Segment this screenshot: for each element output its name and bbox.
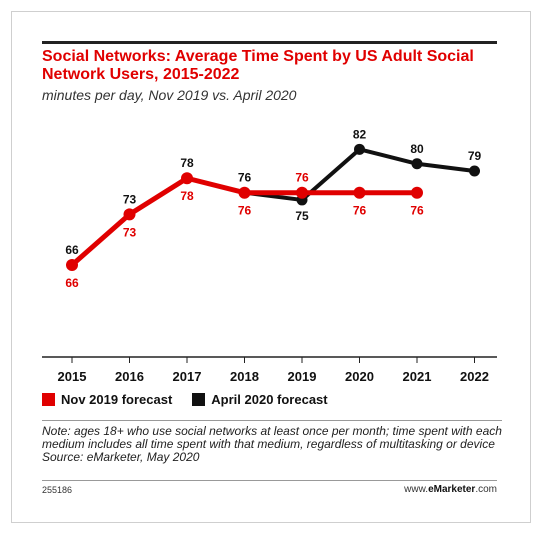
data-label-april-2020: 66 [65, 243, 79, 257]
data-point-nov-2019 [411, 186, 423, 199]
chart-title: Social Networks: Average Time Spent by U… [42, 48, 474, 83]
data-point-nov-2019 [238, 186, 251, 199]
data-point-april-2020 [411, 158, 423, 170]
data-label-april-2020: 82 [353, 127, 367, 141]
data-point-nov-2019 [66, 259, 78, 271]
data-label-nov-2019: 78 [180, 189, 194, 203]
x-tick-label: 2020 [345, 369, 374, 384]
legend-swatch-black [192, 393, 206, 406]
x-tick-label: 2016 [115, 369, 144, 384]
data-label-nov-2019: 76 [353, 204, 367, 218]
data-point-april-2020 [469, 165, 480, 177]
data-label-april-2020: 76 [238, 171, 252, 185]
legend-item-nov-2019: Nov 2019 forecast [42, 392, 172, 407]
chart-frame [11, 11, 531, 523]
data-label-april-2020: 78 [180, 156, 194, 170]
brand-suffix: .com [475, 484, 497, 495]
data-point-nov-2019 [353, 186, 366, 199]
top-rule [42, 41, 497, 44]
x-tick-label: 2019 [288, 369, 317, 384]
data-label-nov-2019: 73 [123, 225, 137, 239]
data-label-nov-2019: 76 [238, 204, 252, 218]
source-text: Source: eMarketer, May 2020 [42, 450, 200, 464]
x-tick-label: 2017 [173, 369, 202, 384]
brand-prefix: www. [404, 484, 429, 495]
chart-note: Note: ages 18+ who use social networks a… [42, 420, 502, 464]
data-label-april-2020: 79 [468, 149, 482, 163]
data-point-nov-2019 [296, 186, 308, 199]
legend-label: Nov 2019 forecast [61, 392, 173, 407]
legend-item-april-2020: April 2020 forecast [192, 392, 328, 407]
legend-swatch-red [42, 393, 55, 406]
data-point-nov-2019 [181, 172, 193, 185]
data-label-nov-2019: 76 [410, 204, 424, 218]
data-label-nov-2019: 76 [295, 171, 309, 185]
brand-link[interactable]: www.eMarketer.com [404, 484, 497, 495]
data-point-nov-2019 [123, 208, 136, 221]
data-label-april-2020: 80 [410, 142, 424, 156]
data-label-nov-2019: 66 [65, 276, 79, 290]
x-tick-label: 2018 [230, 369, 259, 384]
footer-rule [42, 480, 497, 481]
legend-label: April 2020 forecast [211, 392, 328, 407]
x-tick-label: 2022 [460, 369, 489, 384]
chart-subtitle: minutes per day, Nov 2019 vs. April 2020 [42, 87, 297, 103]
data-point-april-2020 [354, 143, 365, 155]
x-tick-label: 2015 [58, 369, 87, 384]
brand-name: eMarketer [428, 484, 476, 495]
x-tick-label: 2021 [403, 369, 432, 384]
legend: Nov 2019 forecast April 2020 forecast [42, 392, 348, 407]
note-text: Note: ages 18+ who use social networks a… [42, 424, 502, 451]
chart-id: 255186 [42, 485, 73, 495]
data-label-april-2020: 75 [295, 209, 309, 223]
data-label-april-2020: 73 [123, 192, 137, 206]
